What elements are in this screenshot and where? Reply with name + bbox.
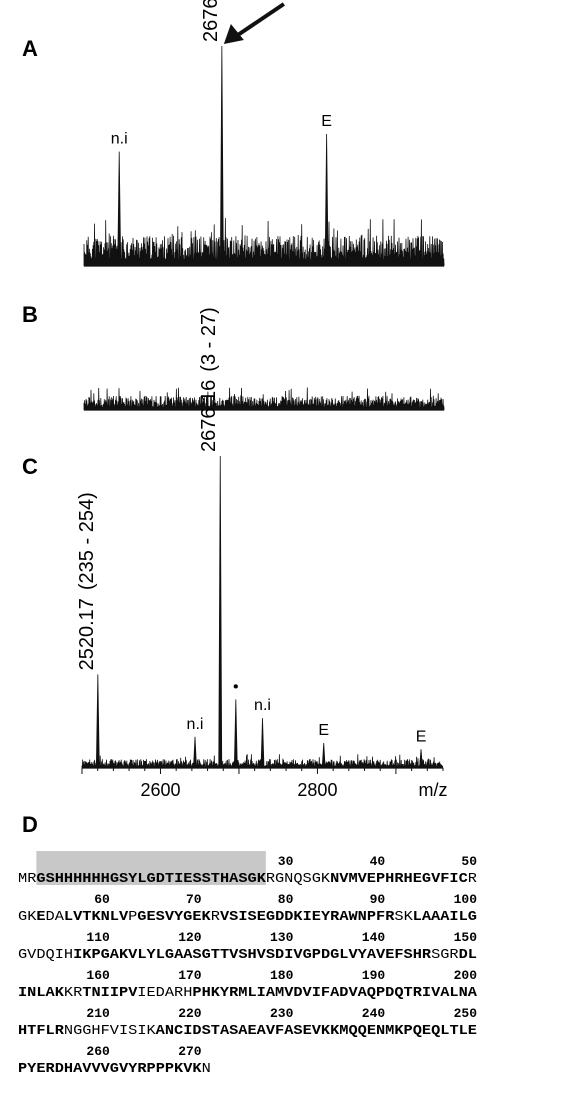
residue-number: 190 — [362, 968, 386, 983]
peak-5 — [321, 743, 326, 769]
residue-number: 230 — [270, 1006, 294, 1021]
peak-3 — [233, 699, 238, 769]
arrow-head — [223, 24, 244, 44]
peak-0 — [117, 151, 122, 267]
x-axis-label: m/z — [419, 780, 448, 800]
residue-number: 30 — [278, 854, 294, 869]
peak-annotation: E — [321, 113, 332, 130]
peak-mz-label: 2520.17(235 - 254) — [76, 492, 98, 670]
residue-number: 40 — [370, 854, 386, 869]
x-tick-label: 2600 — [140, 780, 180, 800]
peak-2 — [324, 133, 329, 267]
sequence-line: INLAKKRTNIIPVIEDARHPHKYRMLIAMVDVIFADVAQP… — [18, 986, 478, 1001]
sequence-line: MRGSHHHHHHGSYLGDTIESSTHASGKRGNQSGKNVMVEP… — [18, 872, 477, 887]
residue-number: 120 — [178, 930, 202, 945]
panel-label-c: C — [22, 454, 38, 479]
residue-number: 270 — [178, 1044, 202, 1059]
sequence-panel: 1020304050MRGSHHHHHHGSYLGDTIESSTHASGKRGN… — [18, 851, 478, 1077]
peak-0 — [95, 674, 100, 769]
peak-annotation: E — [318, 722, 329, 739]
peak-4 — [260, 718, 265, 769]
peak-1 — [193, 736, 197, 769]
dot-marker: • — [233, 678, 239, 695]
residue-number: 80 — [278, 892, 294, 907]
residue-number: 180 — [270, 968, 294, 983]
noise-trace — [83, 387, 445, 411]
residue-number: 130 — [270, 930, 294, 945]
residue-number: 100 — [454, 892, 478, 907]
residue-number: 50 — [461, 854, 477, 869]
highlight-box — [36, 851, 266, 885]
panel-label-a: A — [22, 36, 38, 61]
residue-number: 70 — [186, 892, 202, 907]
peak-mz-label: 2676.16(3 - 27) — [200, 0, 222, 42]
residue-number: 140 — [362, 930, 386, 945]
panel-label-b: B — [22, 302, 38, 327]
arrow-shaft — [230, 2, 285, 41]
peak-mz-label: 2676.16(3 - 27) — [198, 307, 220, 452]
residue-number: 210 — [86, 1006, 110, 1021]
residue-number: 260 — [86, 1044, 110, 1059]
peak-annotation: n.i — [111, 131, 128, 148]
peak-annotation: n.i — [187, 716, 204, 733]
residue-number: 220 — [178, 1006, 202, 1021]
panel-label-d: D — [22, 812, 38, 837]
peak-6 — [419, 749, 423, 769]
sequence-line: GVDQIHIKPGAKVLYLGAASGTTVSHVSDIVGPDGLVYAV… — [18, 948, 477, 963]
sequence-line: GKEDALVTKNLVPGESVYGEKRVSISEGDDKIEYRAWNPF… — [18, 910, 477, 925]
residue-number: 110 — [86, 930, 110, 945]
residue-number: 150 — [454, 930, 478, 945]
sequence-line: PYERDHAVVVGVYRPPPKVKN — [18, 1062, 211, 1077]
x-tick-label: 2800 — [297, 780, 337, 800]
spectrum-panel-b — [83, 387, 445, 411]
residue-number: 90 — [370, 892, 386, 907]
residue-number: 160 — [86, 968, 110, 983]
residue-number: 60 — [94, 892, 110, 907]
residue-number: 200 — [454, 968, 478, 983]
peak-annotation: E — [416, 728, 427, 745]
peak-1 — [219, 45, 224, 267]
residue-number: 250 — [454, 1006, 478, 1021]
spectrum-panel-a: n.i 2676.16(3 - 27) E — [83, 0, 445, 267]
residue-number: 240 — [362, 1006, 386, 1021]
sequence-line: HTFLRNGGHFVISIKANCIDSTASAEAVFASEVKKMQQEN… — [18, 1024, 477, 1039]
peak-annotation: n.i — [254, 697, 271, 714]
spectrum-panel-c: 2520.17(235 - 254) n.i 2676.16(3 - 27) • n.i… — [76, 307, 448, 800]
peak-2 — [218, 455, 223, 769]
noise-trace — [83, 218, 445, 267]
residue-number: 170 — [178, 968, 202, 983]
